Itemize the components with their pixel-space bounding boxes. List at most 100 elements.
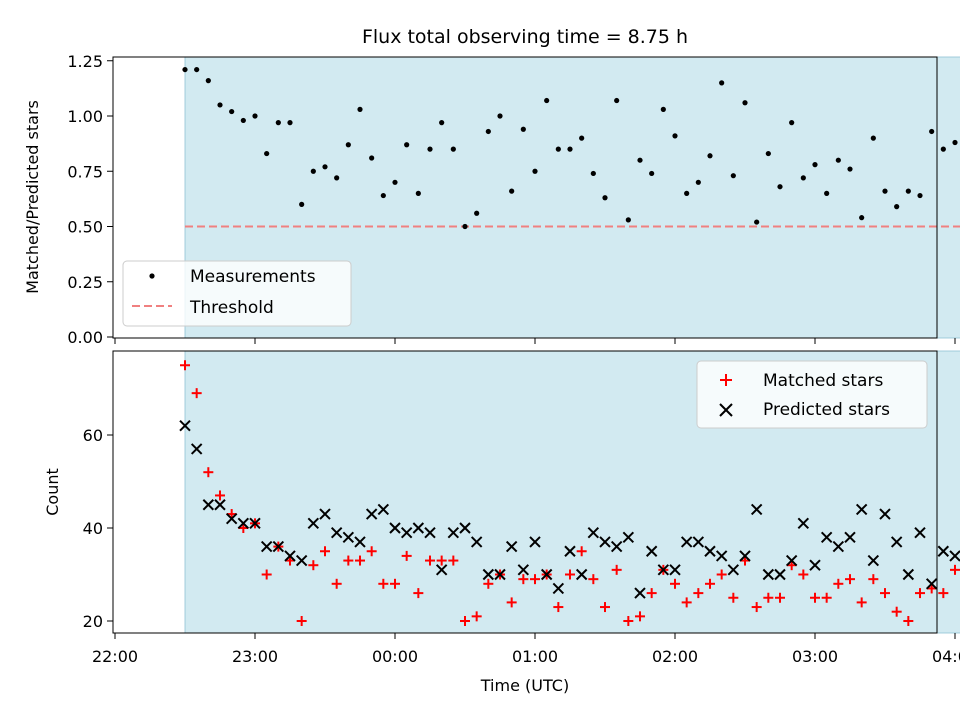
x-tick-label: 04:00 xyxy=(932,647,960,666)
matched-star-point xyxy=(565,569,575,580)
measurement-point xyxy=(719,80,725,86)
matched-star-point xyxy=(728,592,739,603)
top-y-tick-label: 0.50 xyxy=(67,218,103,237)
predicted-star-point xyxy=(855,503,868,516)
measurement-point xyxy=(450,146,456,152)
measurement-point xyxy=(649,170,655,177)
measurement-point xyxy=(870,135,876,141)
measurement-point xyxy=(462,223,468,230)
matched-star-point xyxy=(331,578,342,589)
measurement-point xyxy=(532,168,538,174)
predicted-star-point xyxy=(342,531,355,544)
predicted-star-point xyxy=(517,564,530,576)
matched-star-point xyxy=(635,611,645,622)
predicted-star-point xyxy=(529,536,541,548)
matched-star-point xyxy=(670,578,680,589)
matched-star-point xyxy=(355,555,365,566)
predicted-star-point xyxy=(424,526,436,539)
predicted-star-point xyxy=(715,550,728,562)
measurement-point xyxy=(929,128,935,135)
measurement-point xyxy=(730,173,736,179)
matched-star-point xyxy=(611,564,622,575)
measurement-point xyxy=(205,78,211,84)
matched-star-point xyxy=(518,574,529,585)
measurement-point xyxy=(590,170,596,177)
legend-predicted-marker xyxy=(719,403,733,417)
predicted-star-point xyxy=(237,517,250,530)
matched-star-point xyxy=(576,546,587,557)
matched-star-point xyxy=(751,602,762,613)
predicted-star-point xyxy=(365,508,378,520)
measurement-point xyxy=(905,188,911,194)
predicted-star-point xyxy=(249,517,261,530)
predicted-star-point xyxy=(284,550,296,562)
measurement-point xyxy=(789,120,795,126)
matched-star-point xyxy=(296,616,307,626)
predicted-star-point xyxy=(459,522,471,534)
legend-measurements-label: Measurements xyxy=(190,267,316,287)
predicted-star-point xyxy=(575,568,588,581)
matched-star-point xyxy=(401,550,412,561)
predicted-star-point xyxy=(622,531,635,544)
legend-matched-marker xyxy=(720,374,732,386)
measurement-point xyxy=(345,142,351,148)
matched-star-point xyxy=(950,564,960,575)
matched-star-point xyxy=(821,592,832,603)
measurement-point xyxy=(380,192,386,199)
measurement-point xyxy=(334,175,340,181)
measurement-point xyxy=(404,142,410,148)
measurement-point xyxy=(614,97,620,104)
top-y-tick-label: 0.25 xyxy=(67,273,103,292)
predicted-star-point xyxy=(377,503,390,516)
measurement-point xyxy=(800,175,806,181)
matched-star-point xyxy=(763,592,774,603)
measurement-point xyxy=(894,204,900,210)
matched-star-point xyxy=(810,592,820,603)
predicted-star-point xyxy=(809,559,821,571)
measurement-point xyxy=(859,215,865,221)
matched-star-point xyxy=(378,578,389,589)
bottom-y-tick-label: 40 xyxy=(83,519,103,538)
matched-star-point xyxy=(868,574,879,585)
x-tick-label: 01:00 xyxy=(512,647,558,666)
measurement-point xyxy=(835,157,841,163)
measurement-point xyxy=(602,195,608,201)
measurement-point xyxy=(322,164,328,170)
measurement-point xyxy=(252,113,258,119)
measurement-point xyxy=(229,108,235,115)
measurement-point xyxy=(427,146,433,152)
measurement-point xyxy=(579,135,585,141)
legend-measurements-marker xyxy=(149,273,155,279)
x-tick-label: 00:00 xyxy=(372,647,418,666)
measurement-point xyxy=(917,192,923,199)
top-legend: Measurements Threshold xyxy=(122,260,352,327)
matched-star-point xyxy=(203,467,214,478)
measurement-point xyxy=(392,179,398,185)
predicted-star-point xyxy=(225,512,238,525)
measurement-point xyxy=(439,120,445,126)
matched-star-point xyxy=(436,555,447,566)
predicted-star-point xyxy=(949,550,960,562)
predicted-star-point xyxy=(564,545,576,557)
predicted-star-point xyxy=(319,508,331,520)
matched-star-point xyxy=(880,588,890,599)
x-tick-label: 23:00 xyxy=(232,647,278,666)
measurement-point xyxy=(369,155,375,161)
matched-star-point xyxy=(471,611,482,622)
measurement-point xyxy=(555,146,561,152)
measurement-point xyxy=(824,190,830,196)
predicted-star-point xyxy=(692,536,705,548)
measurement-point xyxy=(695,179,701,185)
measurement-point xyxy=(520,126,526,132)
bottom-panel-frame xyxy=(112,350,938,634)
predicted-star-point xyxy=(179,419,191,432)
legend-predicted-label: Predicted stars xyxy=(763,400,890,420)
matched-star-point xyxy=(448,555,459,566)
measurement-point xyxy=(672,133,678,139)
predicted-star-point xyxy=(214,499,226,511)
predicted-star-point xyxy=(260,540,273,553)
measurement-point xyxy=(264,150,270,157)
predicted-star-point xyxy=(774,568,786,581)
measurement-point xyxy=(742,100,748,106)
predicted-star-point xyxy=(272,540,285,553)
